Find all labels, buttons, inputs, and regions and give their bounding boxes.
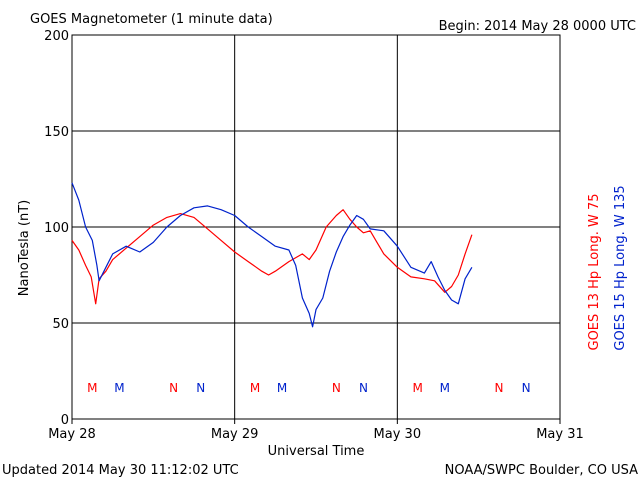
x-tick-label: May 31 <box>536 427 584 442</box>
x-tick-label: May 28 <box>48 427 96 442</box>
marker-m: M <box>87 381 97 395</box>
x-tick-label: May 30 <box>374 427 422 442</box>
marker-n: N <box>169 381 178 395</box>
credit-label: NOAA/SWPC Boulder, CO USA <box>445 463 638 478</box>
marker-n: N <box>196 381 205 395</box>
begin-label: Begin: 2014 May 28 0000 UTC <box>439 19 636 34</box>
marker-n: N <box>359 381 368 395</box>
x-tick-label: May 29 <box>211 427 259 442</box>
y-tick-label: 150 <box>44 125 69 140</box>
chart-title: GOES Magnetometer (1 minute data) <box>30 12 273 27</box>
y-axis-ticks: 0 50 100 150 200 <box>44 29 69 428</box>
marker-n: N <box>495 381 504 395</box>
marker-m: M <box>277 381 287 395</box>
marker-m: M <box>250 381 260 395</box>
y-axis-label: NanoTesla (nT) <box>17 200 32 296</box>
series-line-goes13 <box>71 209 473 305</box>
series-line-goes15 <box>71 182 473 328</box>
y-tick-label: 100 <box>44 221 69 236</box>
updated-label: Updated 2014 May 30 11:12:02 UTC <box>2 463 239 478</box>
legend-goes13: GOES 13 Hp Long. W 75 <box>587 194 602 351</box>
marker-m: M <box>440 381 450 395</box>
marker-m: M <box>114 381 124 395</box>
y-tick-label: 200 <box>44 29 69 44</box>
y-tick-label: 50 <box>52 317 69 332</box>
y-tick-label: 0 <box>61 413 69 428</box>
marker-n: N <box>522 381 531 395</box>
marker-m: M <box>412 381 422 395</box>
marker-n: N <box>332 381 341 395</box>
legend-goes15: GOES 15 Hp Long. W 135 <box>613 185 628 350</box>
grid-lines <box>72 35 560 419</box>
series-lines <box>71 182 473 328</box>
x-axis-ticks: May 28 May 29 May 30 May 31 <box>48 419 584 442</box>
x-axis-label: Universal Time <box>268 444 365 459</box>
